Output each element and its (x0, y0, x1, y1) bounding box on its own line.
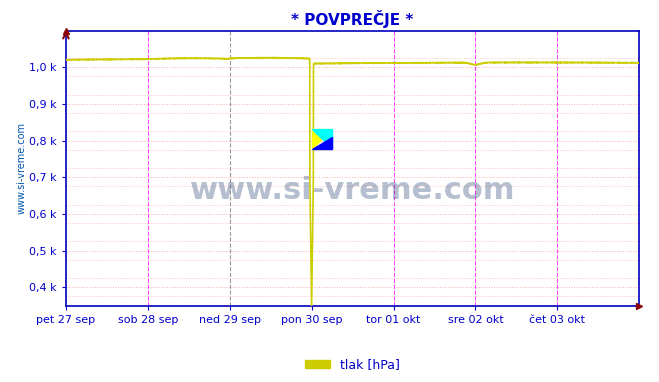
Text: www.si-vreme.com: www.si-vreme.com (190, 176, 515, 205)
Polygon shape (312, 137, 333, 149)
Title: * POVPREČJE *: * POVPREČJE * (291, 10, 414, 28)
Polygon shape (312, 129, 333, 149)
Legend: tlak [hPa]: tlak [hPa] (300, 353, 405, 376)
Y-axis label: www.si-vreme.com: www.si-vreme.com (16, 122, 26, 214)
Polygon shape (312, 129, 333, 149)
